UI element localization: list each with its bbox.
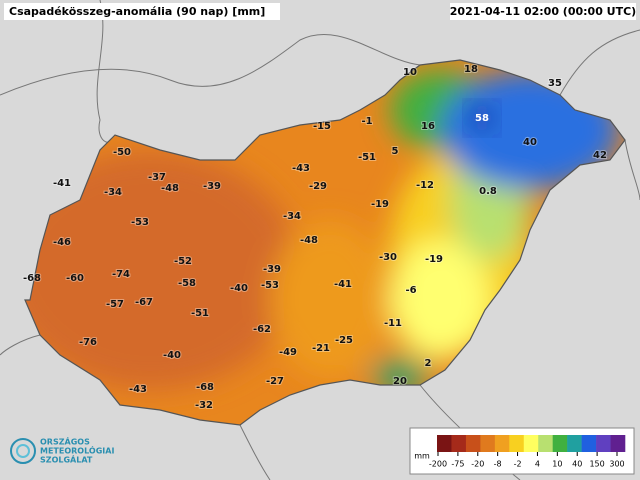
legend-tick-label: -2 (514, 460, 522, 469)
station-value: -49 (279, 347, 297, 358)
station-value: -27 (266, 376, 284, 387)
station-value: 40 (523, 137, 537, 148)
station-value: -41 (53, 178, 71, 189)
legend-swatch (567, 435, 582, 452)
station-value: -43 (292, 163, 310, 174)
station-value: -46 (53, 237, 71, 248)
legend: -200 -75 -20 -8 -2 4 10 40 150 300 (429, 435, 626, 469)
station-value: 18 (464, 64, 478, 75)
station-value: 42 (593, 150, 607, 161)
timestamp: 2021-04-11 02:00 (00:00 UTC) (450, 5, 636, 18)
legend-swatch (494, 435, 510, 452)
station-value: -21 (312, 343, 330, 354)
station-value: 5 (392, 146, 399, 157)
station-value: -68 (196, 382, 214, 393)
station-value: -41 (334, 279, 352, 290)
station-value: -29 (309, 181, 327, 192)
station-value: -40 (230, 283, 248, 294)
legend-swatch (523, 435, 539, 452)
station-value: -11 (384, 318, 402, 329)
station-value: -48 (300, 235, 318, 246)
station-value: 16 (421, 121, 435, 132)
station-value: -43 (129, 384, 147, 395)
legend-swatch (509, 435, 525, 452)
legend-swatch (480, 435, 496, 452)
logo: ORSZÁGOS METEOROLÓGIAI SZOLGÁLAT (10, 436, 114, 465)
legend-tick-label: 10 (552, 460, 562, 469)
station-value: -62 (253, 324, 271, 335)
legend-tick-label: -200 (429, 460, 447, 469)
station-value: -57 (106, 299, 124, 310)
station-value: -25 (335, 335, 353, 346)
station-value: 0.8 (479, 186, 497, 197)
legend-swatch (581, 435, 597, 452)
station-value: -34 (104, 187, 122, 198)
station-value: -74 (112, 269, 130, 280)
station-value: -50 (113, 147, 131, 158)
legend-tick-label: -75 (451, 460, 464, 469)
station-value: -52 (174, 256, 192, 267)
station-value: 2 (425, 358, 432, 369)
legend-tick-label: -8 (494, 460, 502, 469)
timestamp-box (450, 3, 636, 20)
station-value: -19 (425, 254, 443, 265)
station-value: -39 (263, 264, 281, 275)
station-labels: -50-41-37-48 -39-34-15 -110 183558164042-51… (22, 63, 608, 412)
station-value: -51 (358, 152, 376, 163)
legend-swatch (451, 435, 467, 452)
legend-unit: mm (414, 452, 430, 461)
station-value: -37 (148, 172, 166, 183)
station-value: -68 (23, 273, 41, 284)
logo-line: ORSZÁGOS (40, 436, 90, 447)
station-value: 35 (548, 78, 562, 89)
legend-swatch (610, 435, 626, 452)
station-value: -67 (135, 297, 153, 308)
station-value: -32 (195, 400, 213, 411)
station-value: -6 (405, 285, 416, 296)
station-value: -1 (361, 116, 372, 127)
legend-tick-label: 150 (589, 460, 604, 469)
legend-swatch (538, 435, 553, 452)
legend-tick-label: 4 (535, 460, 540, 469)
station-value: -40 (163, 350, 181, 361)
station-value: -48 (161, 183, 179, 194)
station-value: 58 (475, 113, 489, 124)
station-value: 10 (403, 67, 417, 78)
legend-swatch (596, 435, 611, 452)
station-value: -12 (416, 180, 434, 191)
title-box (4, 3, 280, 20)
station-value: -30 (379, 252, 397, 263)
legend-tick-label: -20 (471, 460, 484, 469)
station-value: -51 (191, 308, 209, 319)
station-value: -60 (66, 273, 84, 284)
legend-swatch (552, 435, 568, 452)
station-value: -39 (203, 181, 221, 192)
legend-tick-label: 40 (572, 460, 582, 469)
logo-line: METEOROLÓGIAI (40, 445, 114, 456)
station-value: -34 (283, 211, 301, 222)
legend-swatch (465, 435, 481, 452)
station-value: 20 (393, 376, 407, 387)
station-value: -53 (261, 280, 279, 291)
station-value: -15 (313, 121, 331, 132)
station-value: -53 (131, 217, 149, 228)
legend-tick-label: 300 (609, 460, 624, 469)
title: Csapadékösszeg-anomália (90 nap) [mm] (9, 5, 265, 18)
logo-line: SZOLGÁLAT (40, 454, 93, 465)
station-value: -58 (178, 278, 196, 289)
station-value: -76 (79, 337, 97, 348)
legend-swatch (437, 435, 452, 452)
station-value: -19 (371, 199, 389, 210)
